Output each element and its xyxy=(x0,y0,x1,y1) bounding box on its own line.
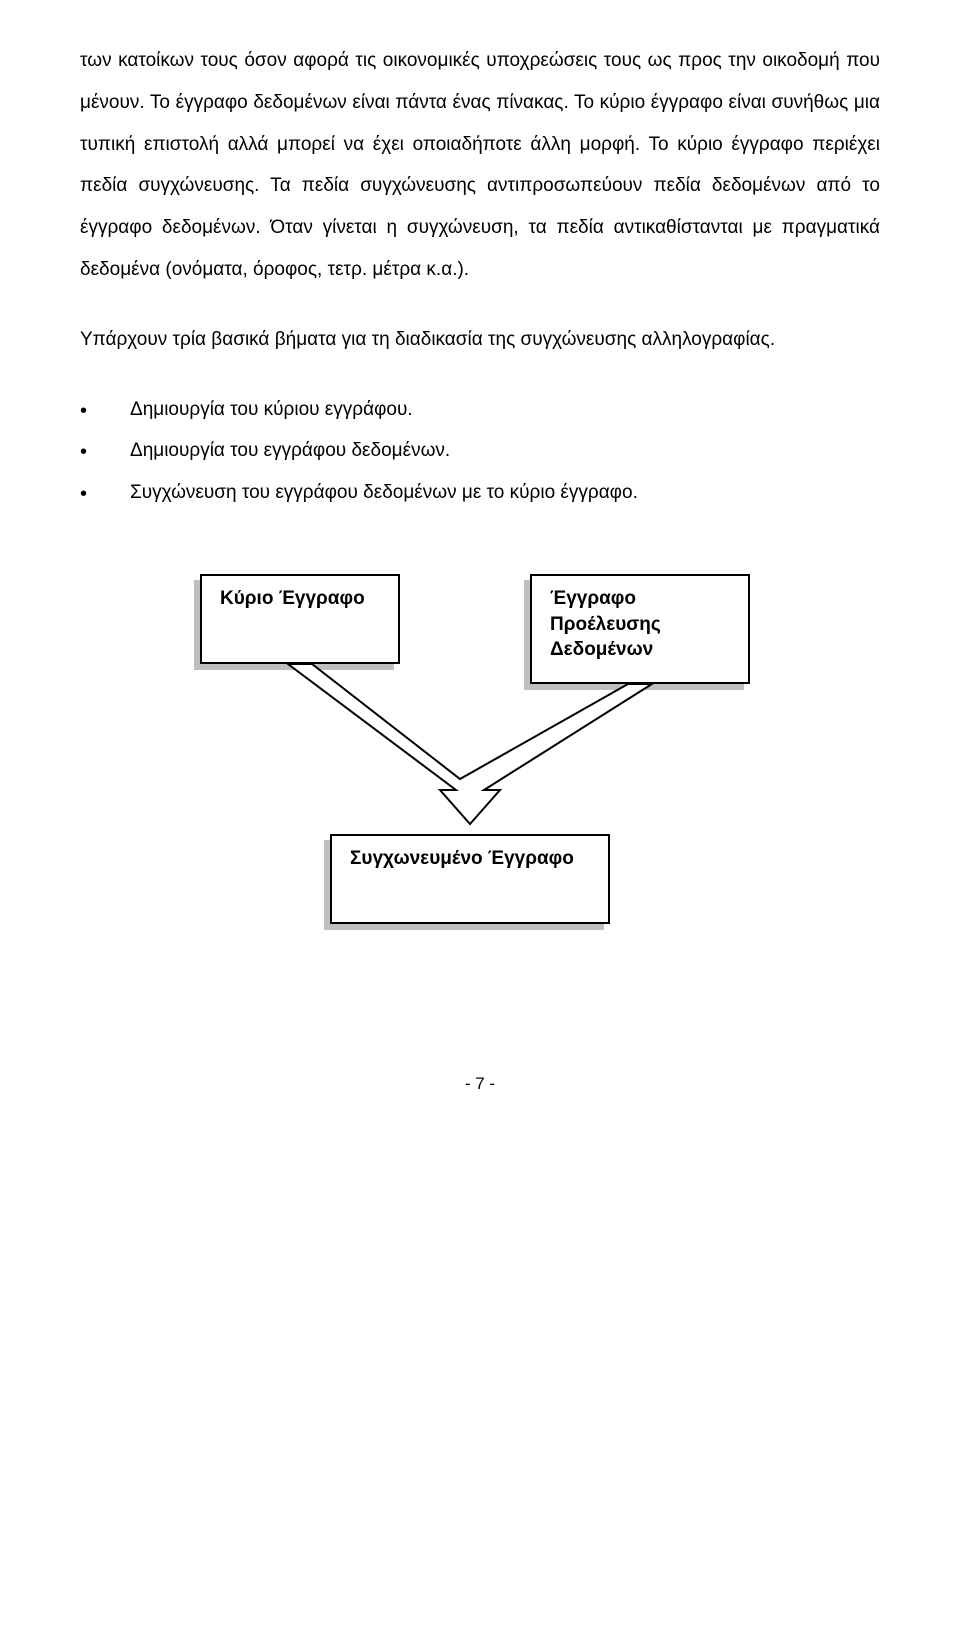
box-bottom-label: Συγχωνευμένο Έγγραφο xyxy=(350,848,574,869)
paragraph-1: των κατοίκων τους όσον αφορά τις οικονομ… xyxy=(80,40,880,291)
list-item: Συγχώνευση του εγγράφου δεδομένων με το … xyxy=(80,472,880,514)
steps-list: Δημιουργία του κύριου εγγράφου. Δημιουργ… xyxy=(80,389,880,514)
page-number: - 7 - xyxy=(80,1074,880,1094)
list-item: Δημιουργία του εγγράφου δεδομένων. xyxy=(80,430,880,472)
merge-arrow-icon xyxy=(160,574,800,834)
merge-diagram: Κύριο Έγγραφο Έγγραφο Προέλευσης Δεδομέν… xyxy=(160,574,800,994)
box-merged-document: Συγχωνευμένο Έγγραφο xyxy=(330,834,610,924)
paragraph-2: Υπάρχουν τρία βασικά βήματα για τη διαδι… xyxy=(80,319,880,361)
list-item: Δημιουργία του κύριου εγγράφου. xyxy=(80,389,880,431)
